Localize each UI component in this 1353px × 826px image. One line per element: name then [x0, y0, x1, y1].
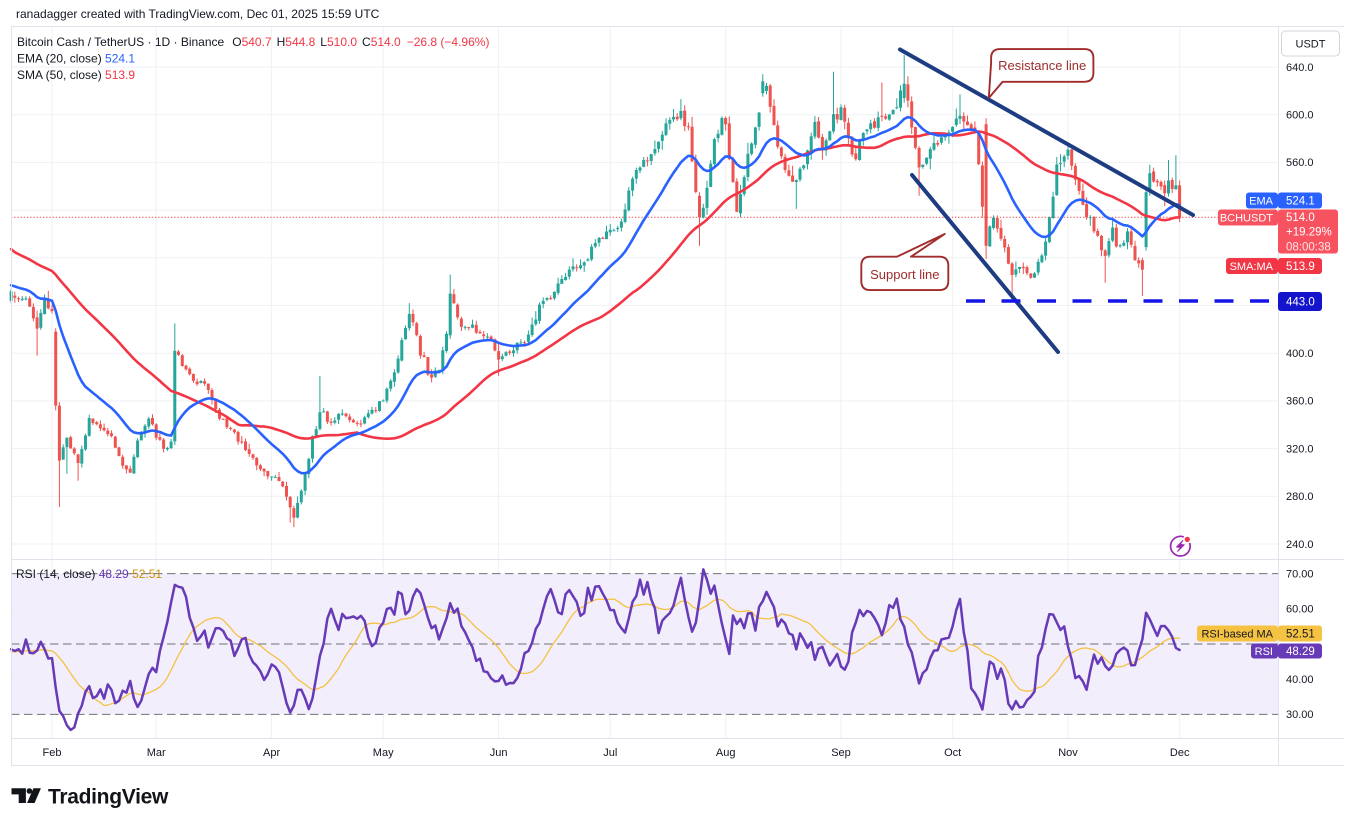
- svg-text:524.1: 524.1: [1286, 196, 1315, 208]
- svg-text:08:00:38: 08:00:38: [1286, 241, 1331, 253]
- svg-text:Dec: Dec: [1170, 747, 1190, 759]
- svg-text:Nov: Nov: [1058, 747, 1078, 759]
- svg-text:400.0: 400.0: [1286, 348, 1314, 360]
- svg-text:Oct: Oct: [944, 747, 961, 759]
- svg-text:514.0: 514.0: [1286, 212, 1315, 224]
- svg-text:Jul: Jul: [603, 747, 617, 759]
- svg-text:Jun: Jun: [490, 747, 508, 759]
- svg-text:BCHUSDT: BCHUSDT: [1220, 212, 1273, 224]
- svg-text:TradingView: TradingView: [48, 786, 169, 809]
- svg-text:ranadagger created with Tradin: ranadagger created with TradingView.com,…: [16, 7, 380, 21]
- svg-text:70.00: 70.00: [1286, 568, 1314, 580]
- svg-text:443.0: 443.0: [1286, 297, 1315, 309]
- svg-text:May: May: [373, 747, 394, 759]
- svg-text:Support line: Support line: [870, 267, 939, 282]
- svg-text:280.0: 280.0: [1286, 491, 1314, 503]
- svg-text:Apr: Apr: [263, 747, 280, 759]
- svg-text:Mar: Mar: [147, 747, 166, 759]
- svg-text:+19.29%: +19.29%: [1286, 227, 1332, 239]
- svg-text:Feb: Feb: [43, 747, 62, 759]
- svg-text:EMA: EMA: [1249, 195, 1274, 207]
- svg-text:52.51: 52.51: [1286, 629, 1315, 641]
- svg-text:RSI: RSI: [1255, 646, 1273, 658]
- svg-text:30.00: 30.00: [1286, 709, 1314, 721]
- svg-text:Bitcoin Cash / TetherUS · 1D ·: Bitcoin Cash / TetherUS · 1D · Binance O5…: [17, 35, 489, 49]
- svg-text:640.0: 640.0: [1286, 62, 1314, 74]
- svg-text:SMA (50, close) 513.9: SMA (50, close) 513.9: [17, 68, 135, 82]
- svg-text:SMA:MA: SMA:MA: [1230, 261, 1274, 273]
- svg-text:600.0: 600.0: [1286, 110, 1314, 122]
- svg-text:360.0: 360.0: [1286, 396, 1314, 408]
- svg-text:40.00: 40.00: [1286, 674, 1314, 686]
- svg-text:USDT: USDT: [1296, 39, 1326, 51]
- svg-text:560.0: 560.0: [1286, 157, 1314, 169]
- svg-text:Aug: Aug: [716, 747, 736, 759]
- svg-text:RSI-based MA: RSI-based MA: [1201, 628, 1273, 640]
- svg-text:Resistance line: Resistance line: [998, 58, 1086, 73]
- svg-text:RSI (14, close) 48.29 52.51: RSI (14, close) 48.29 52.51: [16, 567, 162, 581]
- svg-text:Sep: Sep: [831, 747, 851, 759]
- svg-text:513.9: 513.9: [1286, 261, 1315, 273]
- svg-text:240.0: 240.0: [1286, 539, 1314, 551]
- svg-text:EMA (20, close) 524.1: EMA (20, close) 524.1: [17, 52, 135, 66]
- svg-text:320.0: 320.0: [1286, 443, 1314, 455]
- svg-text:48.29: 48.29: [1286, 646, 1315, 658]
- svg-text:60.00: 60.00: [1286, 604, 1314, 616]
